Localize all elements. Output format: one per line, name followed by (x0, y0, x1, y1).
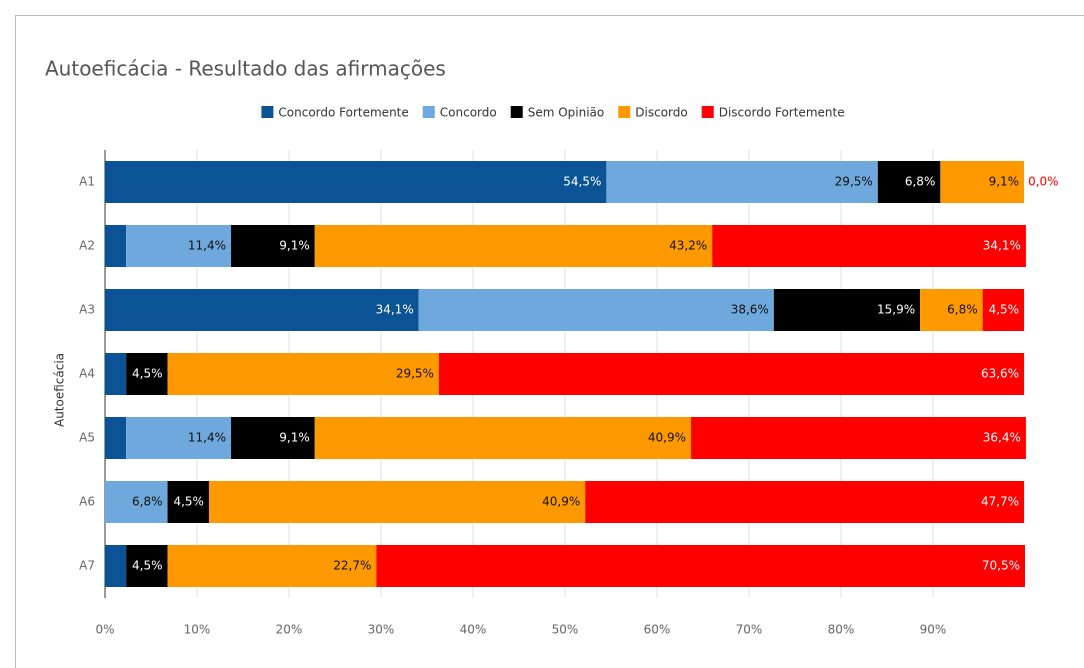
data-label: 38,6% (731, 303, 769, 317)
data-label: 54,5% (563, 175, 601, 189)
x-tick-label: 80% (828, 623, 855, 637)
bar-segment (691, 417, 1026, 459)
data-label: 63,6% (981, 367, 1019, 381)
bar-segment (920, 289, 983, 331)
bar-segment (314, 417, 692, 459)
bar-segment (438, 353, 1025, 395)
legend-swatch (701, 106, 714, 118)
bar-segment (105, 481, 168, 523)
bar-segment (585, 481, 1025, 523)
y-tick-label: A2 (79, 239, 95, 253)
y-tick-label: A5 (79, 431, 95, 445)
data-label: 40,9% (542, 495, 580, 509)
data-label: 6,8% (947, 303, 978, 317)
data-label: 11,4% (188, 239, 226, 253)
y-axis-label: Autoeficácia (53, 353, 67, 427)
bar-segment (126, 225, 232, 267)
bar-segment (126, 545, 168, 587)
bar-segment (105, 545, 127, 587)
bar-segment (167, 481, 209, 523)
bar-segment (376, 545, 1025, 587)
chart-title: Autoeficácia - Resultado das afirmações (45, 57, 446, 81)
bar-segment (105, 353, 127, 395)
data-label: 4,5% (132, 559, 163, 573)
bar-segment (314, 225, 713, 267)
bar-segment (773, 289, 921, 331)
data-label: 0,0% (1028, 175, 1059, 189)
data-label: 9,1% (279, 431, 310, 445)
data-label: 9,1% (989, 175, 1020, 189)
legend-swatch (422, 106, 435, 118)
legend-label: Concordo Fortemente (278, 106, 408, 120)
bar-segment (877, 161, 941, 203)
y-tick-label: A4 (79, 367, 95, 381)
bar-segment (712, 225, 1026, 267)
data-label: 29,5% (835, 175, 873, 189)
y-tick-label: A3 (79, 303, 95, 317)
data-label: 29,5% (396, 367, 434, 381)
data-label: 22,7% (333, 559, 371, 573)
legend-label: Discordo Fortemente (719, 106, 845, 120)
x-tick-label: 70% (736, 623, 763, 637)
bar-segment (167, 545, 377, 587)
data-label: 34,1% (376, 303, 414, 317)
data-label: 34,1% (983, 239, 1021, 253)
data-label: 15,9% (877, 303, 915, 317)
data-label: 70,5% (982, 559, 1020, 573)
bar-segment (167, 353, 439, 395)
data-label: 4,5% (989, 303, 1020, 317)
bar-segment (606, 161, 878, 203)
bar-segment (940, 161, 1025, 203)
bar-segment (418, 289, 774, 331)
legend-swatch (510, 106, 523, 118)
data-label: 4,5% (173, 495, 204, 509)
data-label: 43,2% (669, 239, 707, 253)
legend-swatch (618, 106, 631, 118)
bar-segment (126, 417, 232, 459)
data-label: 47,7% (981, 495, 1019, 509)
data-label: 40,9% (648, 431, 686, 445)
bar-segment (231, 225, 315, 267)
bar-segment (231, 417, 315, 459)
data-label: 11,4% (188, 431, 226, 445)
legend-label: Concordo (440, 106, 497, 120)
bar-segment (105, 289, 419, 331)
x-tick-label: 20% (276, 623, 303, 637)
bar-segment (126, 353, 168, 395)
legend-swatch (261, 106, 274, 118)
x-tick-label: 30% (368, 623, 395, 637)
data-label: 36,4% (983, 431, 1021, 445)
legend-label: Discordo (635, 106, 687, 120)
y-tick-label: A7 (79, 559, 95, 573)
bar-segment (208, 481, 586, 523)
y-tick-label: A1 (79, 175, 95, 189)
y-tick-label: A6 (79, 495, 95, 509)
x-tick-label: 60% (644, 623, 671, 637)
data-label: 4,5% (132, 367, 163, 381)
bar-segment (105, 161, 607, 203)
bar-segment (982, 289, 1025, 331)
data-label: 9,1% (279, 239, 310, 253)
x-tick-label: 90% (920, 623, 947, 637)
x-tick-label: 40% (460, 623, 487, 637)
x-tick-label: 10% (184, 623, 211, 637)
legend-label: Sem Opinião (528, 106, 605, 120)
data-label: 6,8% (905, 175, 936, 189)
data-label: 6,8% (132, 495, 163, 509)
bar-segment (105, 225, 127, 267)
bar-segment (105, 417, 127, 459)
x-tick-label: 0% (95, 623, 114, 637)
x-tick-label: 50% (552, 623, 579, 637)
